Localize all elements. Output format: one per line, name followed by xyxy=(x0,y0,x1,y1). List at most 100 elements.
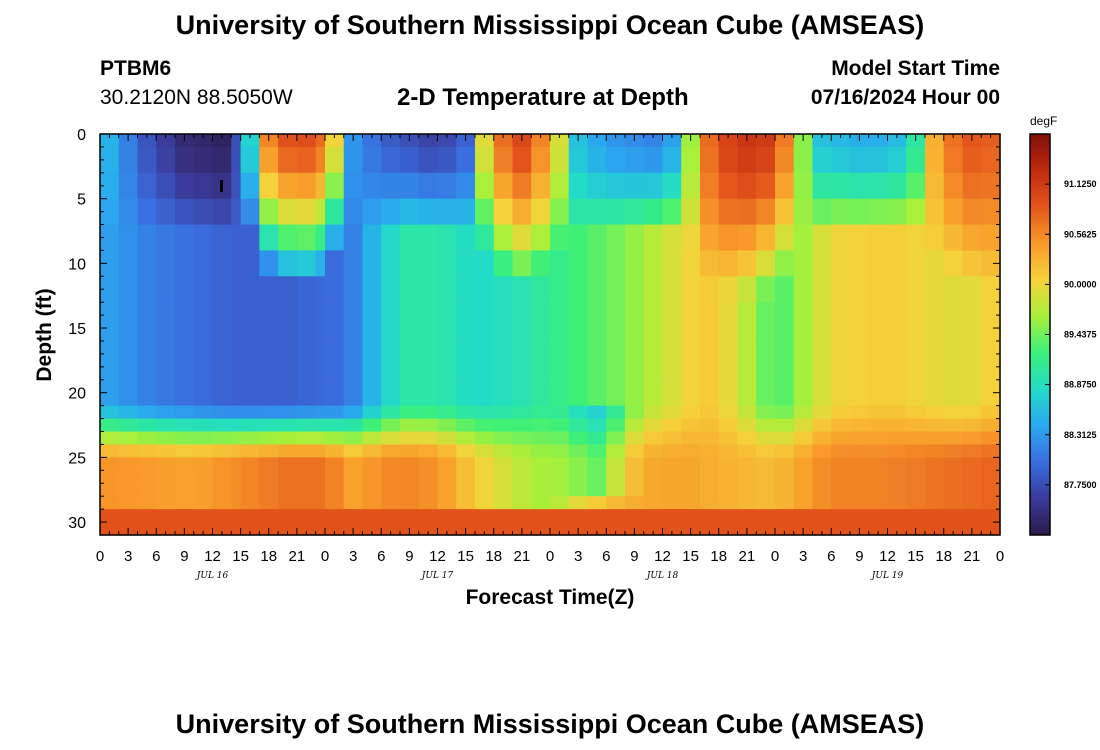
heatmap-cell xyxy=(606,134,626,148)
heatmap-cell xyxy=(943,444,964,458)
day-label: JUL 17 xyxy=(420,571,454,581)
heatmap-cell xyxy=(231,198,242,226)
heatmap-cell xyxy=(118,496,139,510)
heatmap-cell xyxy=(868,340,889,381)
heatmap-cell xyxy=(812,302,832,342)
colorbar-tick-label: 90.0000 xyxy=(1064,279,1097,289)
heatmap-cell xyxy=(325,522,345,536)
heatmap-cell xyxy=(550,431,570,446)
heatmap-cell xyxy=(831,172,851,200)
heatmap-cell xyxy=(812,146,832,174)
heatmap-cell xyxy=(681,457,701,471)
heatmap-cell xyxy=(296,198,317,226)
heatmap-cell xyxy=(381,509,401,523)
heatmap-cell xyxy=(587,302,607,342)
heatmap-cell xyxy=(418,405,439,420)
heatmap-cell xyxy=(962,457,982,471)
heatmap-cell xyxy=(981,134,1001,148)
heatmap-cell xyxy=(475,431,495,446)
heatmap-cell xyxy=(343,276,364,303)
heatmap-cell xyxy=(381,457,401,471)
heatmap-cell xyxy=(418,224,439,252)
heatmap-cell xyxy=(437,444,457,458)
heatmap-cell xyxy=(606,444,626,458)
heatmap-cell xyxy=(193,496,214,510)
heatmap-cell xyxy=(606,198,626,226)
heatmap-cell xyxy=(343,146,364,174)
heatmap-cell xyxy=(193,146,214,174)
heatmap-cell xyxy=(343,457,364,471)
heatmap-cell xyxy=(512,405,532,420)
heatmap-cell xyxy=(700,172,720,200)
heatmap-cell xyxy=(850,483,870,497)
heatmap-cell xyxy=(625,457,645,471)
heatmap-cell xyxy=(925,457,945,471)
heatmap-cell xyxy=(681,224,701,252)
heatmap-cell xyxy=(550,134,570,148)
heatmap-cell xyxy=(193,405,214,420)
heatmap-cell xyxy=(793,250,814,277)
heatmap-cell xyxy=(343,405,364,420)
heatmap-cell xyxy=(343,340,364,381)
heatmap-cell xyxy=(962,509,982,523)
heatmap-cell xyxy=(512,483,532,497)
heatmap-cell xyxy=(212,250,232,277)
heatmap-cell xyxy=(587,496,607,510)
heatmap-cell xyxy=(118,302,139,342)
heatmap-cell xyxy=(437,418,457,433)
x-tick-label: 0 xyxy=(771,548,779,565)
heatmap-cell xyxy=(296,431,317,446)
heatmap-cell xyxy=(756,496,776,510)
heatmap-cell xyxy=(737,483,757,497)
heatmap-cell xyxy=(718,250,739,277)
heatmap-cell xyxy=(193,340,214,381)
heatmap-cell xyxy=(587,444,607,458)
heatmap-cell xyxy=(278,457,298,471)
heatmap-cell xyxy=(606,340,626,381)
heatmap-cell xyxy=(175,418,195,433)
heatmap-cell xyxy=(231,134,242,148)
heatmap-cell xyxy=(887,250,907,277)
heatmap-cell xyxy=(550,483,570,497)
heatmap-cell xyxy=(550,418,570,433)
heatmap-cell xyxy=(531,431,551,446)
heatmap-cell xyxy=(737,250,757,277)
heatmap-cell xyxy=(662,146,682,174)
heatmap-cell xyxy=(756,172,776,200)
heatmap-cell xyxy=(943,340,964,381)
heatmap-cell xyxy=(550,379,570,407)
heatmap-cell xyxy=(437,172,457,200)
heatmap-cell xyxy=(156,379,176,407)
heatmap-cell xyxy=(868,509,889,523)
heatmap-cell xyxy=(156,470,176,484)
heatmap-cell xyxy=(775,250,795,277)
heatmap-cell xyxy=(793,172,814,200)
heatmap-cell xyxy=(887,276,907,303)
heatmap-cell xyxy=(943,509,964,523)
heatmap-cell xyxy=(775,198,795,226)
heatmap-cell xyxy=(737,496,757,510)
heatmap-cell xyxy=(362,134,382,148)
heatmap-cell xyxy=(587,340,607,381)
heatmap-cell xyxy=(531,302,551,342)
heatmap-cell xyxy=(156,522,176,536)
heatmap-cell xyxy=(662,302,682,342)
heatmap-cell xyxy=(325,276,345,303)
heatmap-cell xyxy=(456,302,476,342)
heatmap-cell xyxy=(362,496,382,510)
heatmap-cell xyxy=(737,418,757,433)
heatmap-cell xyxy=(418,483,439,497)
heatmap-cell xyxy=(278,522,298,536)
x-tick-label: 15 xyxy=(457,548,474,565)
heatmap-cell xyxy=(568,276,589,303)
heatmap-cell xyxy=(240,431,260,446)
heatmap-cell xyxy=(137,483,157,497)
heatmap-cell xyxy=(175,483,195,497)
heatmap-cell xyxy=(681,250,701,277)
heatmap-cell xyxy=(700,483,720,497)
heatmap-cell xyxy=(531,276,551,303)
heatmap-cell xyxy=(868,418,889,433)
heatmap-cell xyxy=(212,418,232,433)
heatmap-cell xyxy=(231,483,242,497)
heatmap-cell xyxy=(643,496,664,510)
